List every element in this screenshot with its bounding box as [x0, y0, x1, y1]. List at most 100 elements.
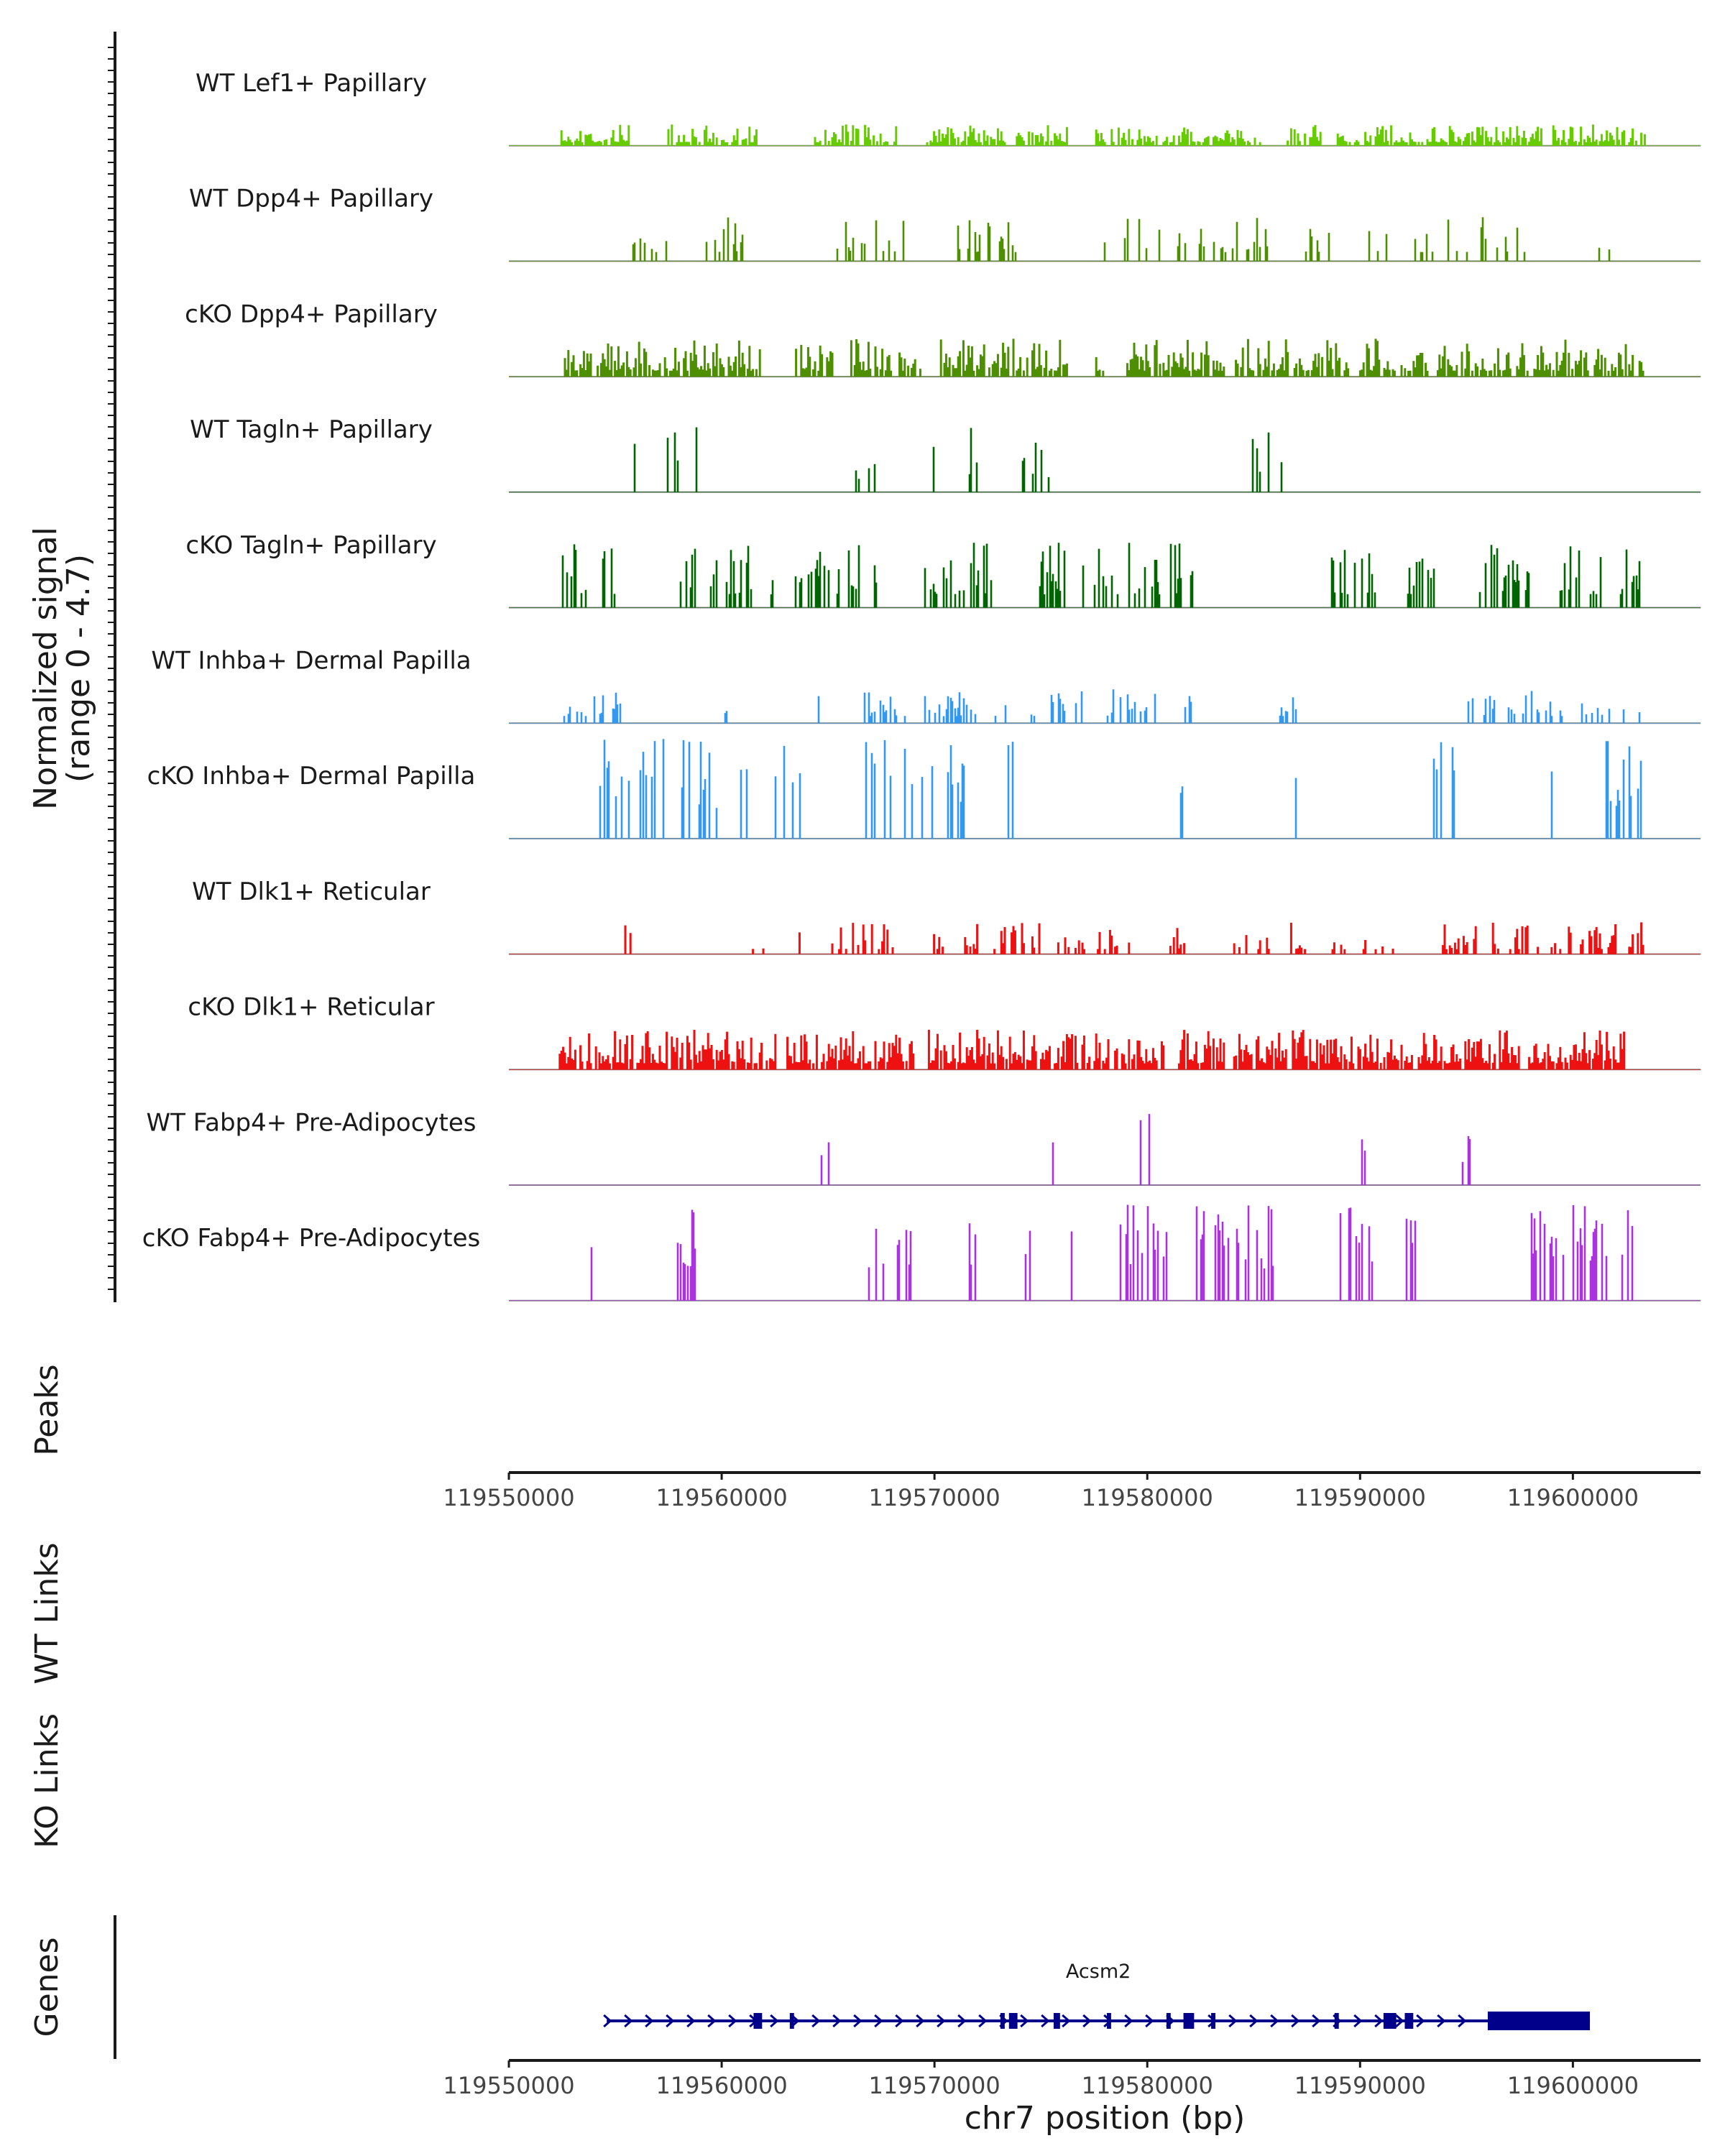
- strand-arrow: [1062, 2014, 1071, 2028]
- gene-exon: [1008, 2013, 1018, 2029]
- gene-exon: [1106, 2013, 1111, 2029]
- track-wt-tagln-papillary: WT Tagln+ Papillary: [190, 415, 1701, 493]
- strand-arrow: [1416, 2014, 1425, 2028]
- strand-arrow: [1145, 2014, 1154, 2028]
- strand-arrow: [770, 2014, 779, 2028]
- strand-arrow: [874, 2014, 883, 2028]
- x-tick-label: 119550000: [443, 2072, 574, 2099]
- coverage-area: [509, 1204, 1701, 1301]
- track-cko-inhba-dermal-papilla: cKO Inhba+ Dermal Papilla: [147, 739, 1701, 839]
- x-tick-label: 119570000: [869, 2072, 1000, 2099]
- coverage-y-axis-ticks: [108, 47, 115, 1290]
- track-cko-tagln-papillary: cKO Tagln+ Papillary: [185, 531, 1701, 609]
- coverage-area: [509, 543, 1701, 608]
- coverage-area: [509, 1114, 1701, 1186]
- track-label: cKO Dlk1+ Reticular: [188, 993, 434, 1022]
- strand-arrow: [957, 2014, 967, 2028]
- gene-exon: [1211, 2013, 1215, 2029]
- strand-arrow: [895, 2014, 904, 2028]
- track-label: WT Dlk1+ Reticular: [192, 877, 431, 906]
- x-tick-label: 119590000: [1294, 1484, 1426, 1511]
- coverage-area: [509, 338, 1701, 377]
- strand-arrow: [666, 2014, 675, 2028]
- x-tick-label: 119550000: [443, 1484, 574, 1511]
- gene-exon: [1487, 2012, 1591, 2030]
- strand-arrow: [1437, 2014, 1446, 2028]
- coverage-area: [509, 689, 1701, 724]
- peaks-panel-label: Peaks: [29, 1364, 65, 1455]
- x-tick-label: 119560000: [656, 2072, 787, 2099]
- strand-arrow: [1395, 2014, 1404, 2028]
- gene-exon: [1000, 2013, 1005, 2029]
- x-axis-title: chr7 position (bp): [965, 2100, 1246, 2137]
- track-label: cKO Fabp4+ Pre-Adipocytes: [142, 1224, 481, 1253]
- strand-arrow: [1291, 2014, 1300, 2028]
- gene-exon: [1166, 2013, 1171, 2029]
- gene-name-label: Acsm2: [1066, 1961, 1131, 1983]
- track-label: cKO Tagln+ Papillary: [185, 531, 436, 560]
- strand-arrow: [1124, 2014, 1133, 2028]
- strand-arrow: [1270, 2014, 1279, 2028]
- genes-panel-label: Genes: [29, 1937, 65, 2037]
- coverage-y-range-label: (range 0 - 4.7): [60, 554, 97, 783]
- strand-arrow: [1353, 2014, 1363, 2028]
- coverage-tracks: WT Lef1+ Papillary WT Dpp4+ Papillary cKO …: [142, 69, 1701, 1302]
- x-tick-label: 119600000: [1507, 1484, 1639, 1511]
- track-wt-dpp4-papillary: WT Dpp4+ Papillary: [189, 185, 1701, 262]
- x-tick-label: 119580000: [1082, 1484, 1213, 1511]
- strand-arrow: [686, 2014, 696, 2028]
- gene-exon: [789, 2013, 794, 2029]
- strand-arrow: [624, 2014, 633, 2028]
- strand-arrow: [978, 2014, 988, 2028]
- strand-arrow: [1041, 2014, 1050, 2028]
- track-label: WT Inhba+ Dermal Papilla: [151, 647, 471, 676]
- gene-exon: [1053, 2013, 1060, 2029]
- strand-arrow: [603, 2014, 612, 2028]
- strand-arrow: [1458, 2014, 1467, 2028]
- gene-exon: [1183, 2013, 1195, 2029]
- coverage-area: [509, 427, 1701, 493]
- strand-arrow: [1374, 2014, 1384, 2028]
- coverage-area: [509, 739, 1701, 839]
- coverage-area: [509, 1029, 1701, 1070]
- strand-arrow: [1249, 2014, 1259, 2028]
- track-label: cKO Dpp4+ Papillary: [185, 300, 438, 328]
- track-label: WT Dpp4+ Papillary: [189, 185, 433, 213]
- track-wt-lef1-papillary: WT Lef1+ Papillary: [196, 69, 1701, 147]
- peaks-x-axis: 119550000 119560000 119570000 119580000 1195…: [443, 1473, 1639, 1511]
- gene-exon: [753, 2013, 763, 2029]
- strand-arrow: [1312, 2014, 1321, 2028]
- strand-arrow: [645, 2014, 654, 2028]
- track-label: WT Tagln+ Papillary: [190, 415, 433, 444]
- coverage-area: [509, 922, 1701, 954]
- wt-links-panel-label: WT Links: [29, 1542, 65, 1684]
- x-tick-label: 119580000: [1082, 2072, 1213, 2099]
- strand-arrow: [811, 2014, 821, 2028]
- x-tick-label: 119570000: [869, 1484, 1000, 1511]
- coverage-y-label: Normalized signal: [27, 527, 64, 810]
- strand-arrow: [832, 2014, 842, 2028]
- ko-links-panel-label: KO Links: [29, 1713, 65, 1848]
- strand-arrow: [1082, 2014, 1092, 2028]
- track-cko-fabp4-pre-adipocytes: cKO Fabp4+ Pre-Adipocytes: [142, 1204, 1701, 1302]
- gene-track: Acsm2: [603, 1961, 1591, 2030]
- track-wt-dlk1-reticular: WT Dlk1+ Reticular: [192, 877, 1701, 955]
- x-tick-label: 119600000: [1507, 2072, 1639, 2099]
- gene-exon: [1334, 2013, 1339, 2029]
- track-wt-inhba-dermal-papilla: WT Inhba+ Dermal Papilla: [151, 647, 1701, 724]
- track-label: cKO Inhba+ Dermal Papilla: [147, 762, 476, 791]
- strand-arrow: [1228, 2014, 1238, 2028]
- x-tick-label: 119590000: [1294, 2072, 1426, 2099]
- coverage-area: [509, 217, 1701, 262]
- strand-arrow: [707, 2014, 717, 2028]
- strand-arrow: [937, 2014, 946, 2028]
- genes-x-axis: 119550000 119560000 119570000 119580000 1195…: [443, 2060, 1639, 2099]
- strand-arrow: [728, 2014, 737, 2028]
- strand-arrow: [916, 2014, 925, 2028]
- x-tick-label: 119560000: [656, 1484, 787, 1511]
- track-label: WT Lef1+ Papillary: [196, 69, 427, 98]
- coverage-area: [509, 124, 1701, 146]
- strand-arrow: [853, 2014, 862, 2028]
- strand-arrow: [1020, 2014, 1029, 2028]
